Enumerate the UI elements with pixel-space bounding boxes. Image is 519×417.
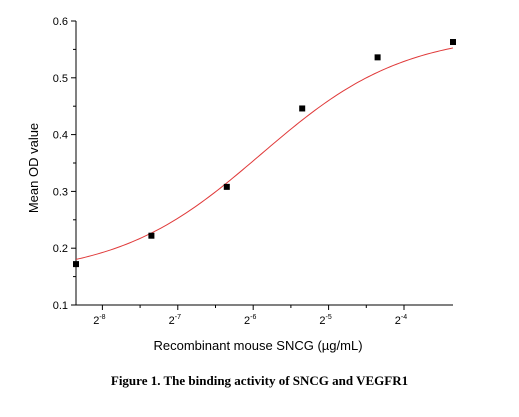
x-tick-label: 2-8 [93, 314, 105, 327]
x-axis-label: Recombinant mouse SNCG (µg/mL) [153, 338, 362, 353]
x-tick-label: 2-7 [169, 314, 181, 327]
data-point [374, 54, 381, 61]
y-axis-label: Mean OD value [26, 123, 41, 213]
x-tick-label: 2-4 [395, 314, 407, 327]
y-tick-label: 0.1 [53, 300, 68, 312]
y-tick-label: 0.6 [53, 16, 68, 28]
data-point [299, 105, 306, 112]
y-tick-label: 0.4 [53, 130, 68, 142]
data-point [450, 39, 456, 46]
fit-curve-line [75, 47, 454, 260]
y-tick-label: 0.2 [53, 243, 68, 255]
x-tick-label: 2-5 [319, 314, 331, 327]
y-tick-label: 0.5 [53, 73, 68, 85]
x-tick-label: 2-6 [244, 314, 256, 327]
data-point [73, 261, 79, 268]
y-tick-label: 0.3 [53, 186, 68, 198]
data-point [148, 232, 155, 239]
plot-area: 0.1 0.2 0.3 0.4 0.5 0.6 2-8 2-7 2-6 2-5 2-4 [53, 16, 456, 327]
data-point [223, 183, 230, 190]
figure-caption: Figure 1. The binding activity of SNCG a… [110, 373, 409, 388]
